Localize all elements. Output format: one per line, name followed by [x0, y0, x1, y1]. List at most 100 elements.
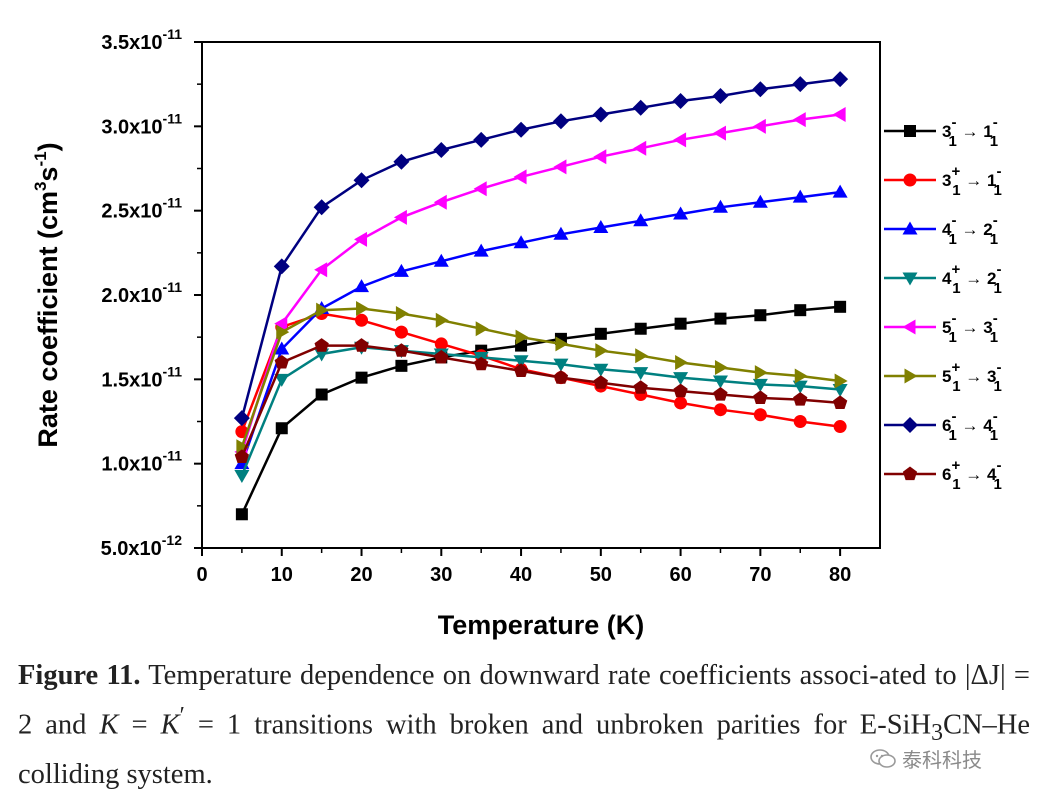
- legend-entry-3: 4-1 → 2-1: [884, 212, 998, 248]
- data-point: [592, 106, 609, 123]
- series-line: [240, 307, 841, 448]
- data-point: [595, 343, 609, 359]
- data-point: [674, 396, 688, 410]
- legend-entry-6: 5+ 1 → 3-1: [884, 359, 1002, 395]
- data-point: [274, 355, 289, 369]
- x-tick-label: 70: [749, 564, 771, 586]
- data-point: [233, 410, 250, 427]
- data-point: [753, 408, 767, 422]
- data-point: [902, 417, 918, 433]
- data-point: [635, 348, 649, 364]
- data-point: [395, 306, 409, 322]
- data-point: [712, 125, 726, 141]
- y-tick-label: 3.0x10-11: [101, 110, 182, 138]
- series-line: [240, 312, 841, 433]
- data-point: [236, 439, 250, 455]
- data-point: [593, 149, 607, 165]
- data-point: [674, 317, 687, 330]
- data-point: [793, 392, 808, 406]
- series-line: [240, 113, 841, 453]
- data-point: [633, 213, 649, 227]
- data-point: [355, 313, 369, 327]
- data-point: [553, 226, 569, 240]
- data-point: [513, 355, 529, 369]
- data-point: [634, 322, 647, 335]
- series-1: [235, 300, 847, 521]
- data-point: [833, 395, 848, 409]
- legend-entry-7: 6-1 → 4-1: [884, 408, 998, 444]
- legend-label: 4-1 → 2-1: [942, 212, 998, 248]
- x-tick-label: 50: [590, 564, 612, 586]
- data-point: [593, 375, 608, 389]
- wechat-icon: [870, 748, 896, 769]
- caption-math-k: K: [99, 709, 119, 741]
- y-axis-title: Rate coefficient (cm3s-1): [31, 142, 63, 447]
- x-tick-label: 60: [669, 564, 691, 586]
- data-point: [433, 253, 449, 267]
- legend-entry-5: 5-1 → 3-1: [884, 310, 998, 346]
- legend-entry-8: 6+ 1 → 4-1: [884, 457, 1002, 493]
- series-line: [240, 305, 841, 515]
- data-point: [356, 300, 370, 316]
- legend-label: 3-1 → 1-1: [942, 114, 998, 150]
- data-point: [394, 325, 408, 339]
- data-point: [712, 87, 729, 104]
- data-point: [792, 112, 806, 128]
- data-point: [752, 81, 769, 98]
- legend-entry-2: 3+ 1 → 1-1: [884, 163, 1002, 199]
- data-point: [354, 338, 369, 352]
- x-tick-label: 10: [271, 564, 293, 586]
- legend-label: 4+ 1 → 2-1: [942, 261, 1002, 297]
- y-tick-label: 1.0x10-11: [101, 448, 182, 476]
- legend: 3-1 → 1-1 3+ 1 → 1-1 4-1 → 2-1 4+ 1 → 2-1 5-1 …: [884, 114, 1002, 493]
- y-tick-label: 1.5x10-11: [101, 363, 182, 391]
- data-point: [513, 363, 529, 377]
- rate-coefficient-chart: 0 10 20 30 40 50 60 70 80 5.0x10-12 1.0x10-11 1.5x1…: [31, 26, 1002, 640]
- y-tick-label: 5.0x10-12: [101, 532, 183, 560]
- data-point: [313, 199, 330, 216]
- data-point: [434, 337, 448, 351]
- data-point: [714, 360, 728, 376]
- series-6: [236, 300, 848, 455]
- data-point: [904, 125, 916, 137]
- data-point: [675, 354, 689, 370]
- data-point: [552, 113, 569, 130]
- data-point: [904, 368, 918, 384]
- data-point: [672, 93, 689, 110]
- y-tick-label: 3.5x10-11: [101, 26, 182, 54]
- series-7: [233, 71, 849, 427]
- data-point: [792, 189, 808, 203]
- legend-label: 5+ 1 → 3-1: [942, 359, 1002, 395]
- x-tick-label: 40: [510, 564, 532, 586]
- data-point: [314, 348, 330, 362]
- data-point: [433, 141, 450, 158]
- data-point: [902, 466, 918, 481]
- y-tick-label: 2.5x10-11: [101, 195, 182, 223]
- data-point: [792, 380, 808, 394]
- series-line: [240, 77, 841, 419]
- data-point: [553, 159, 567, 175]
- caption-text-1: Temperature dependence on downward rate …: [18, 660, 1030, 741]
- data-point: [314, 338, 329, 352]
- data-point: [354, 231, 368, 247]
- data-point: [393, 153, 410, 170]
- watermark-text: 泰科科技: [902, 748, 982, 772]
- data-point: [794, 304, 807, 317]
- data-point: [513, 235, 529, 249]
- data-point: [792, 76, 809, 93]
- data-point: [393, 263, 409, 277]
- data-point: [902, 319, 916, 335]
- data-point: [593, 220, 609, 234]
- data-point: [902, 221, 918, 235]
- data-point: [712, 375, 728, 389]
- data-point: [395, 359, 408, 372]
- data-point: [234, 469, 250, 483]
- data-point: [553, 358, 569, 372]
- data-point: [833, 420, 847, 434]
- data-point: [393, 209, 407, 225]
- data-point: [794, 368, 808, 384]
- data-point: [235, 508, 248, 521]
- data-point: [633, 140, 647, 156]
- caption-math-k2: K: [160, 709, 180, 741]
